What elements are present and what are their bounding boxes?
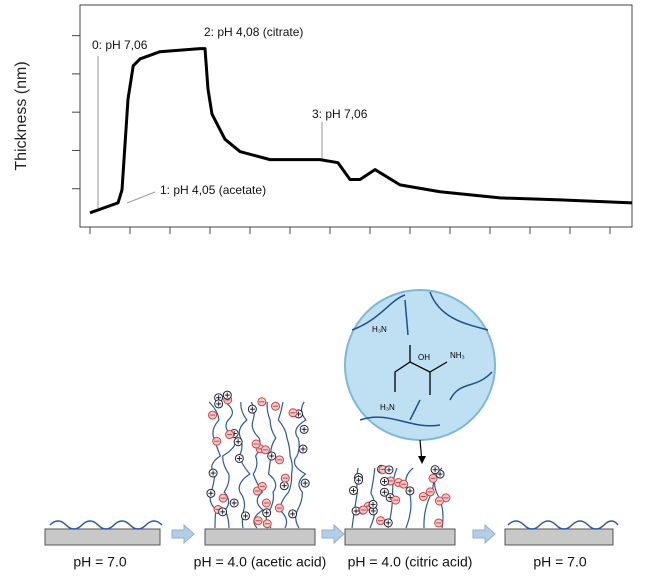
extended-chain	[250, 401, 264, 529]
molecule-label: OH	[418, 353, 430, 362]
collapsed-chain	[369, 467, 376, 529]
extended-chain	[293, 401, 307, 529]
stage-label: pH = 7.0	[533, 554, 587, 570]
annotation: 1: pH 4,05 (acetate)	[160, 183, 266, 197]
substrate	[344, 528, 456, 546]
annotation: 2: pH 4,08 (citrate)	[204, 25, 303, 39]
extended-chain	[222, 401, 237, 529]
collapsed-brush	[49, 520, 163, 530]
annotation-pointer	[126, 191, 156, 204]
y-axis-label: Thickness (nm)	[13, 61, 30, 170]
stage-label: pH = 4.0 (acetic acid)	[194, 554, 327, 570]
plot-frame	[79, 4, 633, 228]
collapsed-chain	[387, 467, 398, 529]
data-line	[89, 47, 633, 215]
molecule-label: NH₃	[450, 351, 465, 360]
step-arrow	[321, 523, 345, 545]
stage-label: pH = 7.0	[73, 554, 127, 570]
substrate	[44, 528, 161, 546]
extended-chain	[265, 401, 277, 529]
diagram: H₃N OH NH₃ H₃N pH = 7.0 pH = 4.0 (acetic …	[44, 289, 619, 570]
stage-label: pH = 4.0 (citric acid)	[348, 554, 473, 570]
step-arrow	[472, 523, 496, 545]
annotation: 0: pH 7,06	[92, 38, 148, 52]
citrate-structure	[394, 345, 448, 395]
extended-chain	[238, 401, 251, 529]
annotation: 3: pH 7,06	[312, 107, 368, 121]
substrate	[204, 528, 316, 546]
collapsed-brush	[507, 520, 619, 530]
molecule-label: H₃N	[380, 403, 395, 412]
substrate	[504, 528, 614, 546]
polymer-chain	[351, 291, 493, 427]
zoom-arrowhead	[418, 456, 426, 464]
molecule-label: H₃N	[372, 325, 387, 334]
step-arrow	[171, 523, 195, 545]
